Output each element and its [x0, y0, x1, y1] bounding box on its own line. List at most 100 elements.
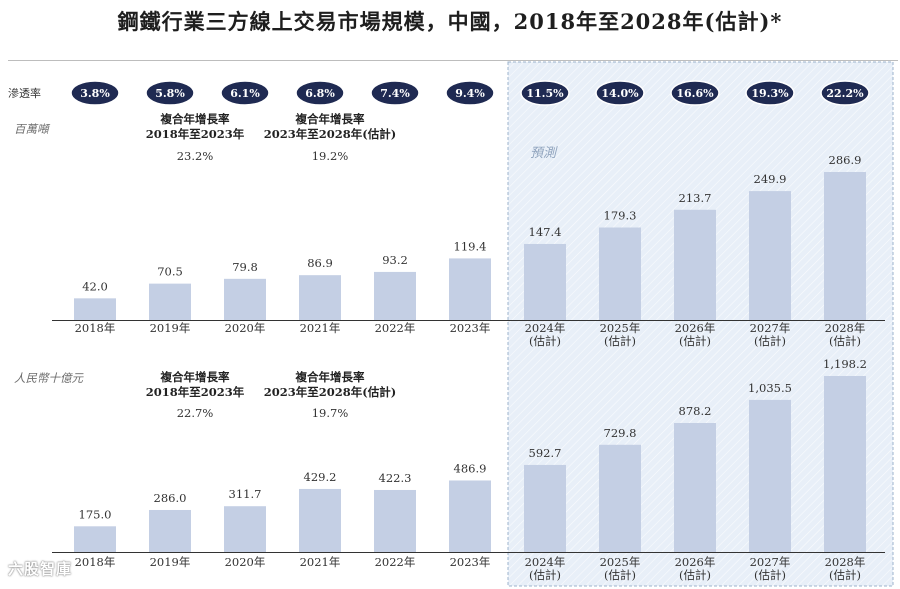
- data-label: 42.0: [82, 279, 108, 293]
- data-label: 286.9: [829, 153, 862, 167]
- penetration-value: 9.4%: [455, 87, 485, 100]
- data-label: 429.2: [304, 470, 337, 484]
- unit-label: 人民幣十億元: [14, 371, 84, 385]
- x-tick-label: 2020年: [225, 321, 266, 335]
- data-label: 592.7: [529, 446, 562, 460]
- bar: [449, 258, 491, 320]
- bar: [74, 298, 116, 320]
- penetration-badge: [745, 80, 795, 106]
- penetration-value: 6.1%: [230, 87, 260, 100]
- x-tick-label: (估計): [754, 568, 786, 582]
- bar: [824, 172, 866, 320]
- x-tick-label: (估計): [829, 334, 861, 348]
- bar: [299, 488, 341, 552]
- x-tick-label: 2022年: [375, 555, 416, 569]
- x-tick-label: 2018年: [75, 555, 116, 569]
- penetration-value: 14.0%: [601, 87, 639, 100]
- penetration-value: 16.6%: [676, 87, 714, 100]
- x-tick-label: 2027年: [750, 555, 791, 569]
- penetration-value: 5.8%: [155, 87, 185, 100]
- data-label: 729.8: [604, 426, 637, 440]
- forecast-region-border: [507, 61, 894, 587]
- data-label: 878.2: [679, 404, 712, 418]
- penetration-badge: [595, 80, 645, 106]
- penetration-badge: [295, 80, 345, 106]
- chart-title: 鋼鐵行業三方線上交易市場規模，中國，2018年至2028年(估計)*: [117, 9, 783, 34]
- bar: [749, 191, 791, 320]
- penetration-value: 6.8%: [305, 87, 335, 100]
- x-tick-label: 2018年: [75, 321, 116, 335]
- x-tick-label: 2024年: [525, 555, 566, 569]
- data-label: 286.0: [154, 491, 187, 505]
- penetration-value: 11.5%: [526, 87, 564, 100]
- penetration-value: 19.3%: [751, 87, 789, 100]
- x-tick-label: 2027年: [750, 321, 791, 335]
- data-label: 1,035.5: [748, 381, 792, 395]
- bar: [749, 399, 791, 552]
- cagr-period: 2018年至2023年: [146, 127, 245, 141]
- bar: [74, 526, 116, 552]
- penetration-badge: [520, 80, 570, 106]
- data-label: 175.0: [79, 507, 112, 521]
- x-tick-label: 2025年: [600, 321, 641, 335]
- penetration-badge: [145, 80, 195, 106]
- watermark-logo: 六股智庫: [8, 560, 73, 578]
- data-label: 486.9: [454, 461, 487, 475]
- x-tick-label: (估計): [754, 334, 786, 348]
- penetration-label: 滲透率: [8, 86, 41, 100]
- penetration-badge: [820, 80, 870, 106]
- cagr-label: 複合年增長率: [295, 112, 365, 126]
- x-tick-label: (估計): [604, 568, 636, 582]
- cagr-value: 23.2%: [177, 149, 214, 163]
- data-label: 93.2: [382, 253, 408, 267]
- bar: [374, 271, 416, 320]
- x-tick-label: 2023年: [450, 555, 491, 569]
- penetration-value: 3.8%: [80, 87, 110, 100]
- unit-label: 百萬噸: [14, 122, 51, 136]
- data-label: 422.3: [379, 471, 412, 485]
- penetration-badge: [220, 80, 270, 106]
- cagr-value: 19.7%: [312, 406, 349, 420]
- bar: [524, 243, 566, 320]
- penetration-badge: [370, 80, 420, 106]
- penetration-value: 7.4%: [380, 87, 410, 100]
- x-tick-label: 2024年: [525, 321, 566, 335]
- x-tick-label: 2025年: [600, 555, 641, 569]
- x-tick-label: (估計): [529, 568, 561, 582]
- bar: [374, 489, 416, 552]
- bar: [674, 423, 716, 552]
- x-tick-label: (估計): [829, 568, 861, 582]
- data-label: 249.9: [754, 172, 787, 186]
- cagr-period: 2023年至2028年(估計): [264, 385, 396, 399]
- x-tick-label: 2019年: [150, 321, 191, 335]
- data-label: 119.4: [454, 239, 487, 253]
- x-tick-label: 2028年: [825, 321, 866, 335]
- x-tick-label: (估計): [679, 568, 711, 582]
- x-tick-label: 2026年: [675, 555, 716, 569]
- cagr-period: 2018年至2023年: [146, 385, 245, 399]
- penetration-badge: [70, 80, 120, 106]
- data-label: 311.7: [229, 487, 262, 501]
- data-label: 213.7: [679, 191, 712, 205]
- x-tick-label: 2028年: [825, 555, 866, 569]
- x-tick-label: (估計): [529, 334, 561, 348]
- title-divider: [8, 60, 898, 61]
- forecast-label: 預測: [530, 146, 558, 161]
- x-tick-label: 2020年: [225, 555, 266, 569]
- bar: [674, 209, 716, 320]
- bar: [599, 444, 641, 552]
- cagr-label: 複合年增長率: [160, 370, 230, 384]
- data-label: 147.4: [529, 225, 562, 239]
- x-tick-label: 2021年: [300, 555, 341, 569]
- bar: [149, 283, 191, 320]
- bar: [524, 464, 566, 552]
- bar: [149, 509, 191, 552]
- penetration-value: 22.2%: [826, 87, 864, 100]
- bar: [224, 506, 266, 552]
- x-tick-label: 2019年: [150, 555, 191, 569]
- x-tick-label: 2021年: [300, 321, 341, 335]
- cagr-label: 複合年增長率: [160, 112, 230, 126]
- data-label: 1,198.2: [823, 357, 867, 371]
- cagr-period: 2023年至2028年(估計): [264, 127, 396, 141]
